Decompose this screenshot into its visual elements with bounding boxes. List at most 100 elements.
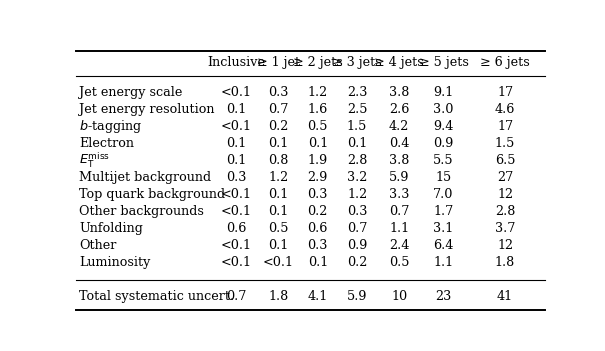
Text: 0.9: 0.9	[433, 137, 454, 150]
Text: 0.7: 0.7	[226, 290, 246, 303]
Text: 2.8: 2.8	[495, 205, 515, 218]
Text: 6.4: 6.4	[433, 239, 454, 252]
Text: 0.4: 0.4	[389, 137, 410, 150]
Text: 1.1: 1.1	[389, 221, 409, 234]
Text: Jet energy resolution: Jet energy resolution	[79, 103, 215, 116]
Text: <0.1: <0.1	[221, 205, 252, 218]
Text: Other backgrounds: Other backgrounds	[79, 205, 204, 218]
Text: 4.6: 4.6	[495, 103, 515, 116]
Text: 4.1: 4.1	[308, 290, 328, 303]
Text: 12: 12	[497, 239, 513, 252]
Text: 0.8: 0.8	[268, 154, 289, 167]
Text: 0.1: 0.1	[268, 137, 289, 150]
Text: 3.8: 3.8	[389, 86, 410, 99]
Text: 1.6: 1.6	[308, 103, 328, 116]
Text: 2.5: 2.5	[347, 103, 367, 116]
Text: <0.1: <0.1	[263, 256, 294, 269]
Text: ≥ 5 jets: ≥ 5 jets	[419, 56, 468, 69]
Text: 15: 15	[436, 171, 451, 184]
Text: Multijet background: Multijet background	[79, 171, 212, 184]
Text: 17: 17	[497, 86, 513, 99]
Text: 0.5: 0.5	[307, 120, 328, 133]
Text: Other: Other	[79, 239, 117, 252]
Text: Luminosity: Luminosity	[79, 256, 151, 269]
Text: 0.1: 0.1	[268, 239, 289, 252]
Text: 3.7: 3.7	[495, 221, 515, 234]
Text: 0.5: 0.5	[389, 256, 410, 269]
Text: 1.5: 1.5	[495, 137, 515, 150]
Text: 0.2: 0.2	[268, 120, 289, 133]
Text: 5.9: 5.9	[347, 290, 367, 303]
Text: <0.1: <0.1	[221, 188, 252, 201]
Text: 1.5: 1.5	[347, 120, 367, 133]
Text: 3.1: 3.1	[433, 221, 454, 234]
Text: 12: 12	[497, 188, 513, 201]
Text: 7.0: 7.0	[433, 188, 454, 201]
Text: ≥ 2 jets: ≥ 2 jets	[293, 56, 342, 69]
Text: 5.9: 5.9	[389, 171, 410, 184]
Text: 0.1: 0.1	[226, 103, 246, 116]
Text: 1.1: 1.1	[433, 256, 454, 269]
Text: 4.2: 4.2	[389, 120, 410, 133]
Text: ≥ 3 jets: ≥ 3 jets	[332, 56, 382, 69]
Text: 0.1: 0.1	[268, 205, 289, 218]
Text: 17: 17	[497, 120, 513, 133]
Text: 0.1: 0.1	[308, 256, 328, 269]
Text: 0.1: 0.1	[268, 188, 289, 201]
Text: $E_{\mathrm{T}}^{\mathrm{miss}}$: $E_{\mathrm{T}}^{\mathrm{miss}}$	[79, 151, 110, 170]
Text: 0.3: 0.3	[226, 171, 246, 184]
Text: 1.2: 1.2	[308, 86, 328, 99]
Text: 1.8: 1.8	[268, 290, 289, 303]
Text: 0.2: 0.2	[307, 205, 328, 218]
Text: 0.1: 0.1	[226, 154, 246, 167]
Text: 0.9: 0.9	[347, 239, 367, 252]
Text: <0.1: <0.1	[221, 86, 252, 99]
Text: 9.4: 9.4	[433, 120, 454, 133]
Text: $b$-tagging: $b$-tagging	[79, 118, 143, 135]
Text: 6.5: 6.5	[495, 154, 515, 167]
Text: 41: 41	[497, 290, 513, 303]
Text: 0.3: 0.3	[347, 205, 367, 218]
Text: Jet energy scale: Jet energy scale	[79, 86, 183, 99]
Text: <0.1: <0.1	[221, 239, 252, 252]
Text: <0.1: <0.1	[221, 256, 252, 269]
Text: 10: 10	[391, 290, 407, 303]
Text: 9.1: 9.1	[433, 86, 454, 99]
Text: 3.3: 3.3	[389, 188, 410, 201]
Text: Total systematic uncert.: Total systematic uncert.	[79, 290, 235, 303]
Text: 1.9: 1.9	[308, 154, 328, 167]
Text: 1.2: 1.2	[347, 188, 367, 201]
Text: 1.8: 1.8	[495, 256, 515, 269]
Text: 0.3: 0.3	[307, 239, 328, 252]
Text: 0.3: 0.3	[307, 188, 328, 201]
Text: 3.8: 3.8	[389, 154, 410, 167]
Text: Top quark background: Top quark background	[79, 188, 226, 201]
Text: 0.3: 0.3	[268, 86, 289, 99]
Text: ≥ 6 jets: ≥ 6 jets	[480, 56, 530, 69]
Text: <0.1: <0.1	[221, 120, 252, 133]
Text: Unfolding: Unfolding	[79, 221, 143, 234]
Text: 0.6: 0.6	[307, 221, 328, 234]
Text: 0.1: 0.1	[226, 137, 246, 150]
Text: 0.1: 0.1	[347, 137, 367, 150]
Text: Electron: Electron	[79, 137, 134, 150]
Text: 2.8: 2.8	[347, 154, 367, 167]
Text: 0.2: 0.2	[347, 256, 367, 269]
Text: 27: 27	[497, 171, 513, 184]
Text: Inclusive: Inclusive	[208, 56, 265, 69]
Text: 3.0: 3.0	[433, 103, 454, 116]
Text: ≥ 1 jet: ≥ 1 jet	[257, 56, 300, 69]
Text: 0.6: 0.6	[226, 221, 246, 234]
Text: 0.7: 0.7	[347, 221, 367, 234]
Text: 5.5: 5.5	[433, 154, 454, 167]
Text: 0.7: 0.7	[389, 205, 410, 218]
Text: 0.5: 0.5	[268, 221, 289, 234]
Text: 2.6: 2.6	[389, 103, 410, 116]
Text: 2.4: 2.4	[389, 239, 410, 252]
Text: ≥ 4 jets: ≥ 4 jets	[374, 56, 424, 69]
Text: 0.1: 0.1	[308, 137, 328, 150]
Text: 1.2: 1.2	[268, 171, 289, 184]
Text: 2.9: 2.9	[307, 171, 328, 184]
Text: 2.3: 2.3	[347, 86, 367, 99]
Text: 3.2: 3.2	[347, 171, 367, 184]
